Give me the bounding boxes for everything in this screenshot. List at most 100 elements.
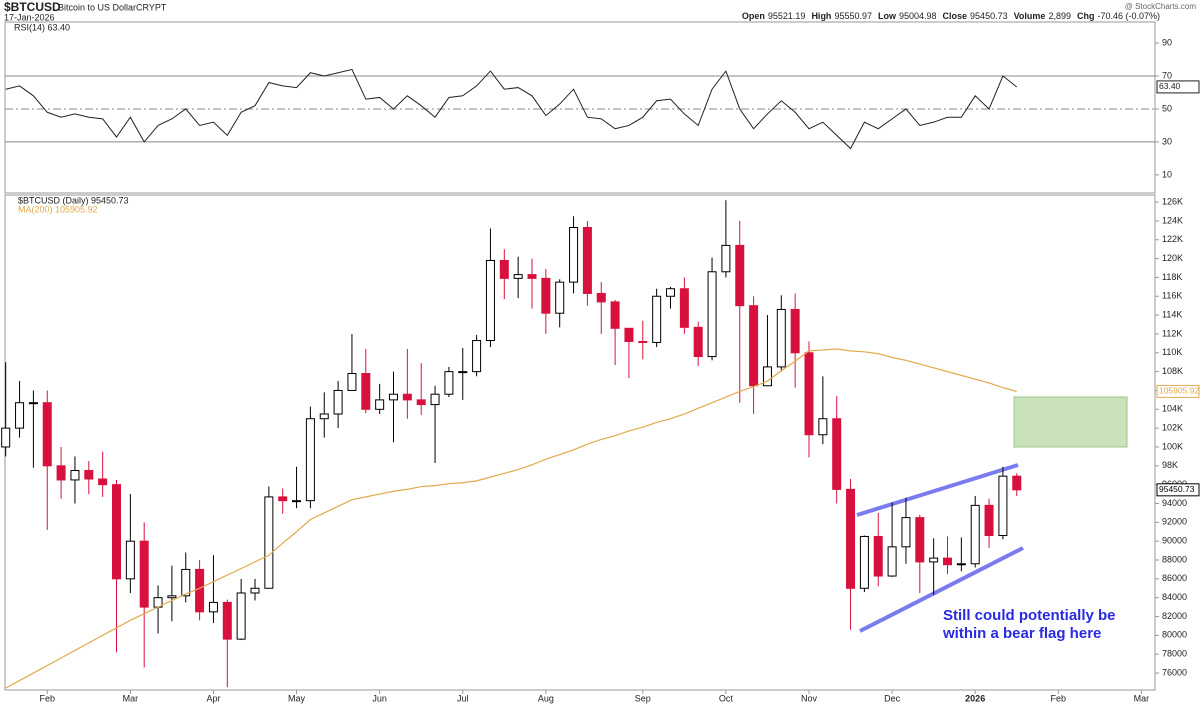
y-tick-label: 90 xyxy=(1162,37,1172,47)
candle-body xyxy=(361,373,371,410)
candle-body xyxy=(970,504,980,565)
candle-body xyxy=(1,427,11,448)
candle-body xyxy=(804,352,814,436)
rsi-panel xyxy=(4,21,1156,194)
candle-body xyxy=(84,470,94,480)
quote: Open 95521.19 High 95550.97 Low 95004.98 Close… xyxy=(742,11,1160,21)
quote-label: Chg xyxy=(1077,11,1095,21)
candle-body xyxy=(56,465,66,481)
y-tick-label: 112K xyxy=(1162,328,1182,338)
quote-value: 95004.98 xyxy=(899,11,937,21)
x-tick-label: Feb xyxy=(1051,693,1067,703)
source: @ StockCharts.com xyxy=(1125,2,1197,11)
candle-body xyxy=(1012,475,1022,491)
candle-body xyxy=(416,399,426,406)
ma-line xyxy=(5,348,1017,689)
y-tick-label: 110K xyxy=(1162,347,1182,357)
candle-body xyxy=(112,484,121,580)
candle-body xyxy=(319,413,329,420)
y-tick-label: 86000 xyxy=(1162,573,1187,583)
ma-last-tag-box xyxy=(1156,384,1200,398)
candle-body xyxy=(402,393,412,401)
x-tick-label: Apr xyxy=(206,693,220,703)
candle-body xyxy=(375,399,385,410)
candle-body xyxy=(929,557,939,563)
symbol: $BTCUSD xyxy=(4,0,61,14)
quote-value: 2,899 xyxy=(1048,11,1071,21)
candle-body xyxy=(776,308,786,368)
candle-body xyxy=(28,402,38,405)
candle-body xyxy=(582,226,592,294)
candle-body xyxy=(721,244,731,273)
symbol-name: Bitcoin to US Dollar xyxy=(58,2,136,12)
candle-body xyxy=(499,259,509,279)
candle-body xyxy=(638,340,648,343)
x-tick-label: Nov xyxy=(801,693,818,703)
candle-body xyxy=(305,418,315,502)
candle-body xyxy=(444,371,454,395)
candle-body xyxy=(749,305,759,387)
y-tick-label: 90000 xyxy=(1162,536,1187,546)
candle-body xyxy=(693,326,703,358)
candle-body xyxy=(333,389,343,415)
y-tick-label: 98K xyxy=(1162,460,1178,470)
x-tick-label: Jun xyxy=(372,693,387,703)
rsi-legend: RSI(14) 63.40 xyxy=(14,22,70,32)
y-tick-label: 104K xyxy=(1162,404,1183,414)
quote-value: 95521.19 xyxy=(768,11,806,21)
candle-body xyxy=(292,500,302,503)
y-tick-label: 88000 xyxy=(1162,554,1187,564)
candle-body xyxy=(735,244,745,307)
ma-legend: MA(200) 105905.92 xyxy=(18,204,98,214)
candle-body xyxy=(943,557,952,566)
candle-body xyxy=(596,292,606,303)
y-tick-label: 10 xyxy=(1162,169,1172,179)
flag-lower-line xyxy=(859,546,1024,633)
candle-body xyxy=(832,418,842,490)
x-tick-label: 2026 xyxy=(965,693,985,703)
y-tick-label: 92000 xyxy=(1162,517,1187,527)
quote-value: 95450.73 xyxy=(970,11,1008,21)
candle-body xyxy=(984,504,994,537)
candle-body xyxy=(610,301,620,329)
candle-body xyxy=(998,475,1008,537)
quote-label: Open xyxy=(742,11,765,21)
candle-body xyxy=(195,568,205,613)
candle-body xyxy=(347,373,357,391)
candle-body xyxy=(222,601,232,640)
candle-body xyxy=(541,277,551,314)
y-tick-label: 80000 xyxy=(1162,630,1187,640)
candle-body xyxy=(956,563,966,566)
price-legend: $BTCUSD (Daily) 95450.73 xyxy=(18,195,129,205)
exchange: CRYPT xyxy=(136,2,167,12)
y-tick-label: 118K xyxy=(1162,272,1182,282)
candle-body xyxy=(167,595,177,599)
candle-body xyxy=(236,592,246,640)
y-tick-label: 122K xyxy=(1162,234,1183,244)
candle-body xyxy=(762,366,772,387)
y-tick-label: 84000 xyxy=(1162,592,1187,602)
candle-body xyxy=(430,393,440,406)
y-tick-label: 70 xyxy=(1162,70,1172,80)
y-tick-label: 76000 xyxy=(1162,667,1187,677)
y-tick-label: 78000 xyxy=(1162,649,1187,659)
y-tick-label: 94000 xyxy=(1162,498,1187,508)
price-last-tag-box xyxy=(1156,483,1200,497)
candle-body xyxy=(389,393,398,401)
candle-body xyxy=(818,418,828,436)
x-tick-label: Dec xyxy=(884,693,901,703)
y-tick-label: 120K xyxy=(1162,253,1183,263)
candle-body xyxy=(98,478,108,486)
x-tick-label: Feb xyxy=(39,693,55,703)
quote-value: -70.46 (-0.07%) xyxy=(1097,11,1160,21)
candle-body xyxy=(125,540,135,580)
annotation: within a bear flag here xyxy=(942,625,1101,642)
candle-body xyxy=(652,295,662,343)
y-tick-label: 50 xyxy=(1162,103,1172,113)
date: 17-Jan-2026 xyxy=(4,12,55,22)
y-tick-label: 126K xyxy=(1162,196,1183,206)
quote-label: Volume xyxy=(1014,11,1046,21)
candle-body xyxy=(472,340,482,373)
candle-body xyxy=(485,259,495,342)
